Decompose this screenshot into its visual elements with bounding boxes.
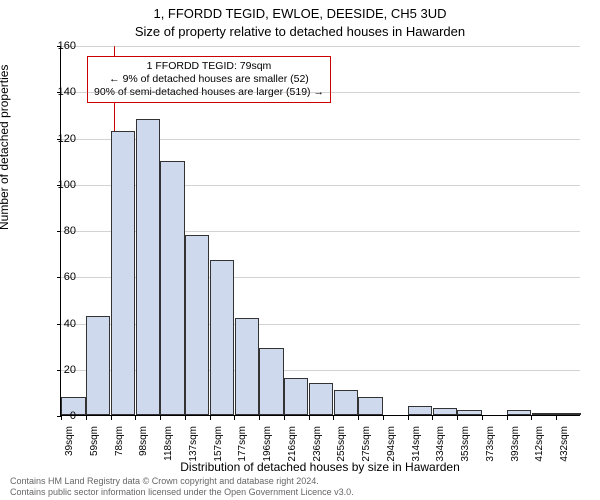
x-tick-label: 373sqm xyxy=(485,422,496,462)
annotation-line2: ← 9% of detached houses are smaller (52) xyxy=(94,73,324,86)
x-tick-label: 98sqm xyxy=(138,422,149,456)
x-tick-label: 177sqm xyxy=(237,422,248,462)
x-tick-mark xyxy=(111,416,112,420)
x-tick-mark xyxy=(284,416,285,420)
x-tick-label: 216sqm xyxy=(287,422,298,462)
x-tick-label: 39sqm xyxy=(64,422,75,456)
bar xyxy=(556,413,580,415)
y-tick-label: 40 xyxy=(42,318,76,330)
x-tick-mark xyxy=(210,416,211,420)
bar xyxy=(86,316,110,415)
y-tick-label: 140 xyxy=(42,86,76,98)
x-tick-label: 118sqm xyxy=(163,422,174,461)
x-tick-mark xyxy=(358,416,359,420)
x-tick-mark xyxy=(333,416,334,420)
x-tick-label: 393sqm xyxy=(510,422,521,462)
x-tick-mark xyxy=(531,416,532,420)
footer-line2: Contains public sector information licen… xyxy=(10,487,590,497)
annotation-line1: 1 FFORDD TEGID: 79sqm xyxy=(94,60,324,73)
x-tick-mark xyxy=(160,416,161,420)
footer-attribution: Contains HM Land Registry data © Crown c… xyxy=(10,476,590,497)
x-tick-label: 314sqm xyxy=(411,422,422,462)
x-tick-mark xyxy=(259,416,260,420)
x-tick-mark xyxy=(383,416,384,420)
x-tick-label: 78sqm xyxy=(114,422,125,456)
x-tick-label: 255sqm xyxy=(336,422,347,462)
bar xyxy=(334,390,358,415)
bar xyxy=(309,383,333,415)
x-tick-mark xyxy=(185,416,186,420)
bar xyxy=(259,348,283,415)
x-axis-label: Distribution of detached houses by size … xyxy=(60,460,580,474)
x-tick-label: 432sqm xyxy=(559,422,570,462)
x-tick-mark xyxy=(457,416,458,420)
y-tick-label: 0 xyxy=(42,410,76,422)
bar xyxy=(160,161,184,415)
footer-line1: Contains HM Land Registry data © Crown c… xyxy=(10,476,590,486)
x-tick-mark xyxy=(408,416,409,420)
x-tick-label: 334sqm xyxy=(435,422,446,462)
bar xyxy=(532,413,556,415)
bar xyxy=(210,260,234,415)
x-tick-label: 157sqm xyxy=(213,422,224,462)
y-tick-label: 120 xyxy=(42,133,76,145)
x-tick-mark xyxy=(234,416,235,420)
x-tick-mark xyxy=(432,416,433,420)
bar xyxy=(185,235,209,415)
y-axis-label: Number of detached properties xyxy=(0,65,11,230)
x-tick-label: 59sqm xyxy=(89,422,100,456)
x-tick-label: 294sqm xyxy=(386,422,397,462)
x-tick-mark xyxy=(556,416,557,420)
annotation-box: 1 FFORDD TEGID: 79sqm ← 9% of detached h… xyxy=(87,56,331,103)
bar xyxy=(358,397,382,416)
gridline xyxy=(61,46,580,47)
y-tick-label: 20 xyxy=(42,364,76,376)
x-tick-label: 412sqm xyxy=(534,422,545,462)
x-tick-mark xyxy=(135,416,136,420)
y-tick-label: 60 xyxy=(42,271,76,283)
x-tick-label: 353sqm xyxy=(460,422,471,462)
bar xyxy=(507,410,531,415)
chart-title-line2: Size of property relative to detached ho… xyxy=(0,24,600,39)
bar xyxy=(433,408,457,415)
plot-area: 1 FFORDD TEGID: 79sqm ← 9% of detached h… xyxy=(60,46,580,416)
chart-title-line1: 1, FFORDD TEGID, EWLOE, DEESIDE, CH5 3UD xyxy=(0,6,600,21)
y-tick-label: 160 xyxy=(42,40,76,52)
bar xyxy=(457,410,481,415)
x-tick-label: 196sqm xyxy=(262,422,273,462)
x-tick-mark xyxy=(309,416,310,420)
x-tick-mark xyxy=(86,416,87,420)
bar xyxy=(136,119,160,415)
x-tick-label: 275sqm xyxy=(361,422,372,462)
bar xyxy=(235,318,259,415)
bar xyxy=(111,131,135,415)
y-tick-label: 80 xyxy=(42,225,76,237)
y-tick-label: 100 xyxy=(42,179,76,191)
x-tick-label: 137sqm xyxy=(188,422,199,462)
x-tick-mark xyxy=(482,416,483,420)
x-tick-mark xyxy=(507,416,508,420)
x-tick-label: 236sqm xyxy=(312,422,323,462)
bar xyxy=(408,406,432,415)
bar xyxy=(284,378,308,415)
gridline xyxy=(61,92,580,93)
chart-container: 1, FFORDD TEGID, EWLOE, DEESIDE, CH5 3UD… xyxy=(0,0,600,500)
